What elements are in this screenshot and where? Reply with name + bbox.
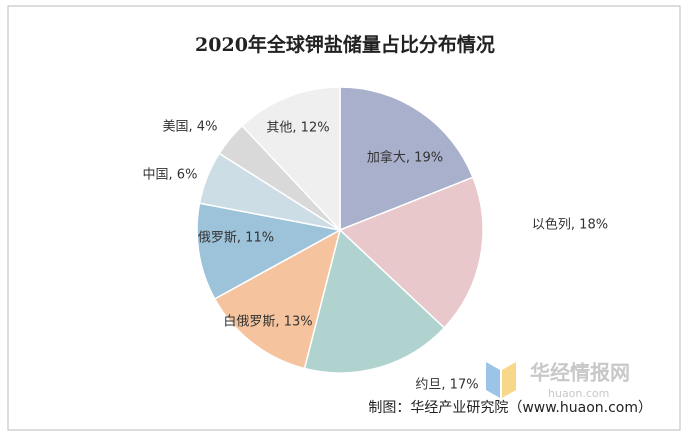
pie-slice [241, 86, 341, 232]
data-label: 约旦, 17% [415, 378, 478, 393]
watermark: 华经情报网 [530, 361, 630, 385]
chart-title: 2020年全球钾盐储量占比分布情况 [195, 33, 495, 56]
watermark-url: huaon.com [548, 387, 609, 400]
data-label: 俄罗斯, 11% [198, 231, 274, 246]
data-label: 中国, 6% [143, 168, 198, 183]
pie-slice [213, 228, 342, 370]
pie-slice [338, 176, 484, 329]
data-label: 其他, 12% [266, 121, 329, 136]
pie-slice [303, 228, 446, 374]
pie-slice [196, 202, 343, 300]
data-label: 白俄罗斯, 13% [223, 314, 312, 330]
data-label: 以色列, 18% [532, 217, 608, 233]
data-label: 加拿大, 19% [367, 150, 443, 166]
source: 制图：华经产业研究院（www.huaon.com） [368, 400, 652, 416]
pie-slice [339, 86, 474, 232]
data-label: 美国, 4% [163, 120, 218, 135]
watermark-logo [486, 362, 516, 398]
